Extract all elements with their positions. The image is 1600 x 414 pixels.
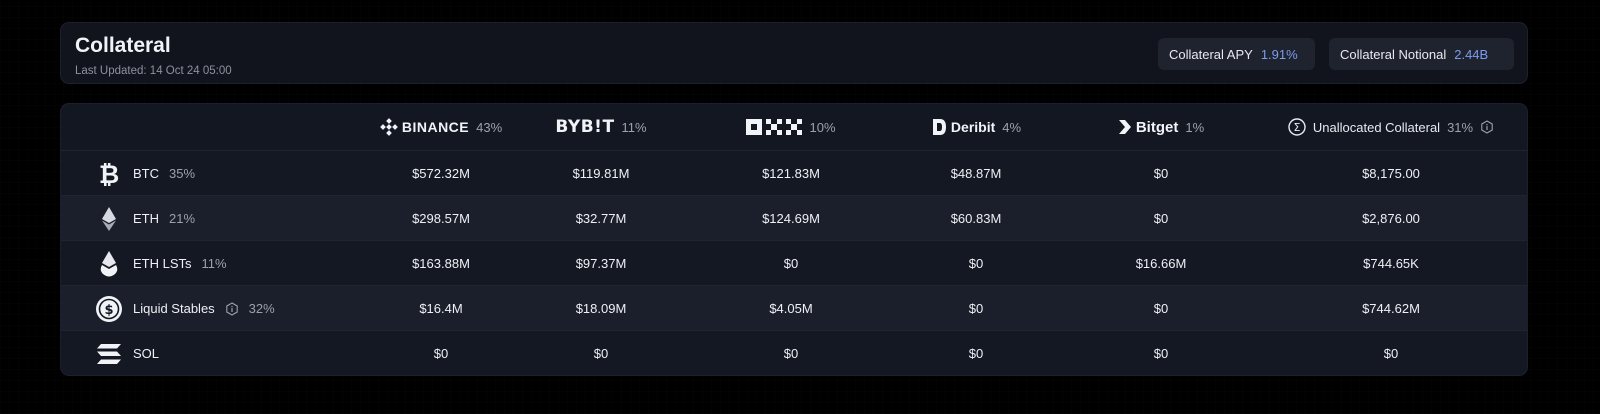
asset-name: ETH — [133, 211, 159, 226]
asset-liquid-stables: $ Liquid Stables 32% — [95, 286, 275, 331]
table-cell: $124.69M — [762, 211, 820, 226]
collateral-apy-value: 1.91% — [1260, 46, 1298, 62]
binance-logo: BINANCE — [380, 118, 469, 136]
table-cell: $744.65K — [1363, 256, 1419, 271]
deribit-icon — [932, 119, 946, 135]
binance-icon — [380, 118, 398, 136]
column-bitget: Bitget 1% — [1061, 104, 1261, 150]
table-cell: $60.83M — [950, 211, 1002, 226]
table-cell: $121.83M — [762, 166, 820, 181]
page-title: Collateral — [75, 34, 171, 57]
table-cell: $0 — [968, 256, 984, 271]
table-cell: $97.37M — [575, 256, 627, 271]
table-cell: $0 — [1153, 346, 1169, 361]
unallocated-pct: 31% — [1447, 119, 1474, 135]
info-icon[interactable] — [225, 301, 239, 316]
svg-text:$: $ — [104, 303, 113, 318]
table-cell: $8,175.00 — [1362, 166, 1420, 181]
table-cell: $119.81M — [572, 166, 630, 181]
column-bybit: BYB!T 11% — [501, 104, 701, 150]
asset-pct: 21% — [169, 211, 196, 226]
eth-lst-icon — [95, 250, 123, 278]
table-row-eth: ETH 21% $298.57M $32.77M $124.69M $60.83… — [61, 195, 1527, 240]
asset-eth-lsts: ETH LSTs 11% — [95, 241, 227, 286]
bitget-name: Bitget — [1135, 118, 1179, 136]
binance-name: BINANCE — [401, 119, 470, 135]
table-cell: $4.05M — [769, 301, 813, 316]
collateral-header: Collateral Last Updated: 14 Oct 24 05:00… — [60, 22, 1528, 84]
bybit-pct: 11% — [621, 119, 647, 135]
collateral-notional-label: Collateral Notional — [1340, 46, 1447, 62]
table-cell: $0 — [968, 301, 984, 316]
table-row-liquid-stables: $ Liquid Stables 32% $16.4M $18.09M $4.0… — [61, 285, 1527, 330]
table-cell: $0 — [1153, 301, 1169, 316]
solana-icon — [95, 340, 123, 368]
asset-pct: 35% — [169, 166, 196, 181]
bitget-logo: Bitget — [1118, 118, 1179, 136]
bitcoin-icon: ₿ — [95, 160, 123, 188]
collateral-apy-label: Collateral APY — [1169, 46, 1253, 62]
bitget-pct: 1% — [1185, 119, 1205, 135]
table-cell: $744.62M — [1362, 301, 1420, 316]
asset-pct: 11% — [201, 256, 227, 271]
usdc-icon: $ — [95, 295, 123, 323]
collateral-notional-badge: Collateral Notional 2.44B — [1329, 38, 1514, 70]
unallocated-icon: Σ — [1288, 118, 1306, 136]
table-row-eth-lsts: ETH LSTs 11% $163.88M $97.37M $0 $0 $16.… — [61, 240, 1527, 285]
binance-pct: 43% — [476, 119, 503, 135]
collateral-table: BINANCE 43% BYB!T 11% — [60, 103, 1528, 376]
table-row-sol: SOL $0 $0 $0 $0 $0 $0 — [61, 330, 1527, 375]
svg-text:Σ: Σ — [1293, 121, 1300, 134]
last-updated: Last Updated: 14 Oct 24 05:00 — [75, 65, 232, 77]
svg-text:₿: ₿ — [99, 161, 119, 187]
asset-name: BTC — [133, 166, 159, 181]
table-row-btc: ₿ BTC 35% $572.32M $119.81M $121.83M $48… — [61, 150, 1527, 195]
table-cell: $16.66M — [1135, 256, 1187, 271]
table-cell: $16.4M — [419, 301, 463, 316]
collateral-notional-value: 2.44B — [1454, 46, 1489, 62]
table-cell: $48.87M — [950, 166, 1002, 181]
asset-name: ETH LSTs — [133, 256, 192, 271]
table-cell: $163.88M — [412, 256, 470, 271]
table-cell: $32.77M — [575, 211, 627, 226]
table-cell: $0 — [1383, 346, 1399, 361]
okx-logo — [746, 119, 803, 135]
asset-eth: ETH 21% — [95, 196, 195, 241]
table-header: BINANCE 43% BYB!T 11% — [61, 104, 1527, 150]
unallocated-name: Unallocated Collateral — [1312, 119, 1441, 135]
asset-name: Liquid Stables — [133, 301, 215, 316]
table-cell: $0 — [968, 346, 984, 361]
column-unallocated: Σ Unallocated Collateral 31% — [1261, 104, 1521, 150]
okx-pct: 10% — [809, 119, 836, 135]
asset-sol: SOL — [95, 331, 160, 375]
table-cell: $0 — [1153, 166, 1169, 181]
deribit-pct: 4% — [1002, 119, 1022, 135]
deribit-logo: Deribit — [931, 118, 995, 136]
asset-name: SOL — [133, 346, 160, 361]
collateral-apy-badge: Collateral APY 1.91% — [1158, 38, 1315, 70]
asset-btc: ₿ BTC 35% — [95, 151, 195, 196]
table-cell: $298.57M — [412, 211, 470, 226]
bybit-logo: BYB!T — [555, 117, 615, 137]
ethereum-icon — [95, 205, 123, 233]
asset-pct: 32% — [248, 301, 275, 316]
table-cell: $2,876.00 — [1362, 211, 1420, 226]
table-cell: $0 — [433, 346, 449, 361]
column-binance: BINANCE 43% — [321, 104, 561, 150]
column-okx: 10% — [691, 104, 891, 150]
info-icon[interactable] — [1480, 120, 1494, 134]
table-cell: $0 — [783, 346, 799, 361]
table-cell: $0 — [593, 346, 609, 361]
table-cell: $572.32M — [412, 166, 470, 181]
okx-icon — [746, 119, 803, 135]
bitget-icon — [1118, 120, 1131, 134]
column-deribit: Deribit 4% — [876, 104, 1076, 150]
deribit-name: Deribit — [950, 119, 996, 135]
table-cell: $18.09M — [575, 301, 627, 316]
table-cell: $0 — [1153, 211, 1169, 226]
table-cell: $0 — [783, 256, 799, 271]
